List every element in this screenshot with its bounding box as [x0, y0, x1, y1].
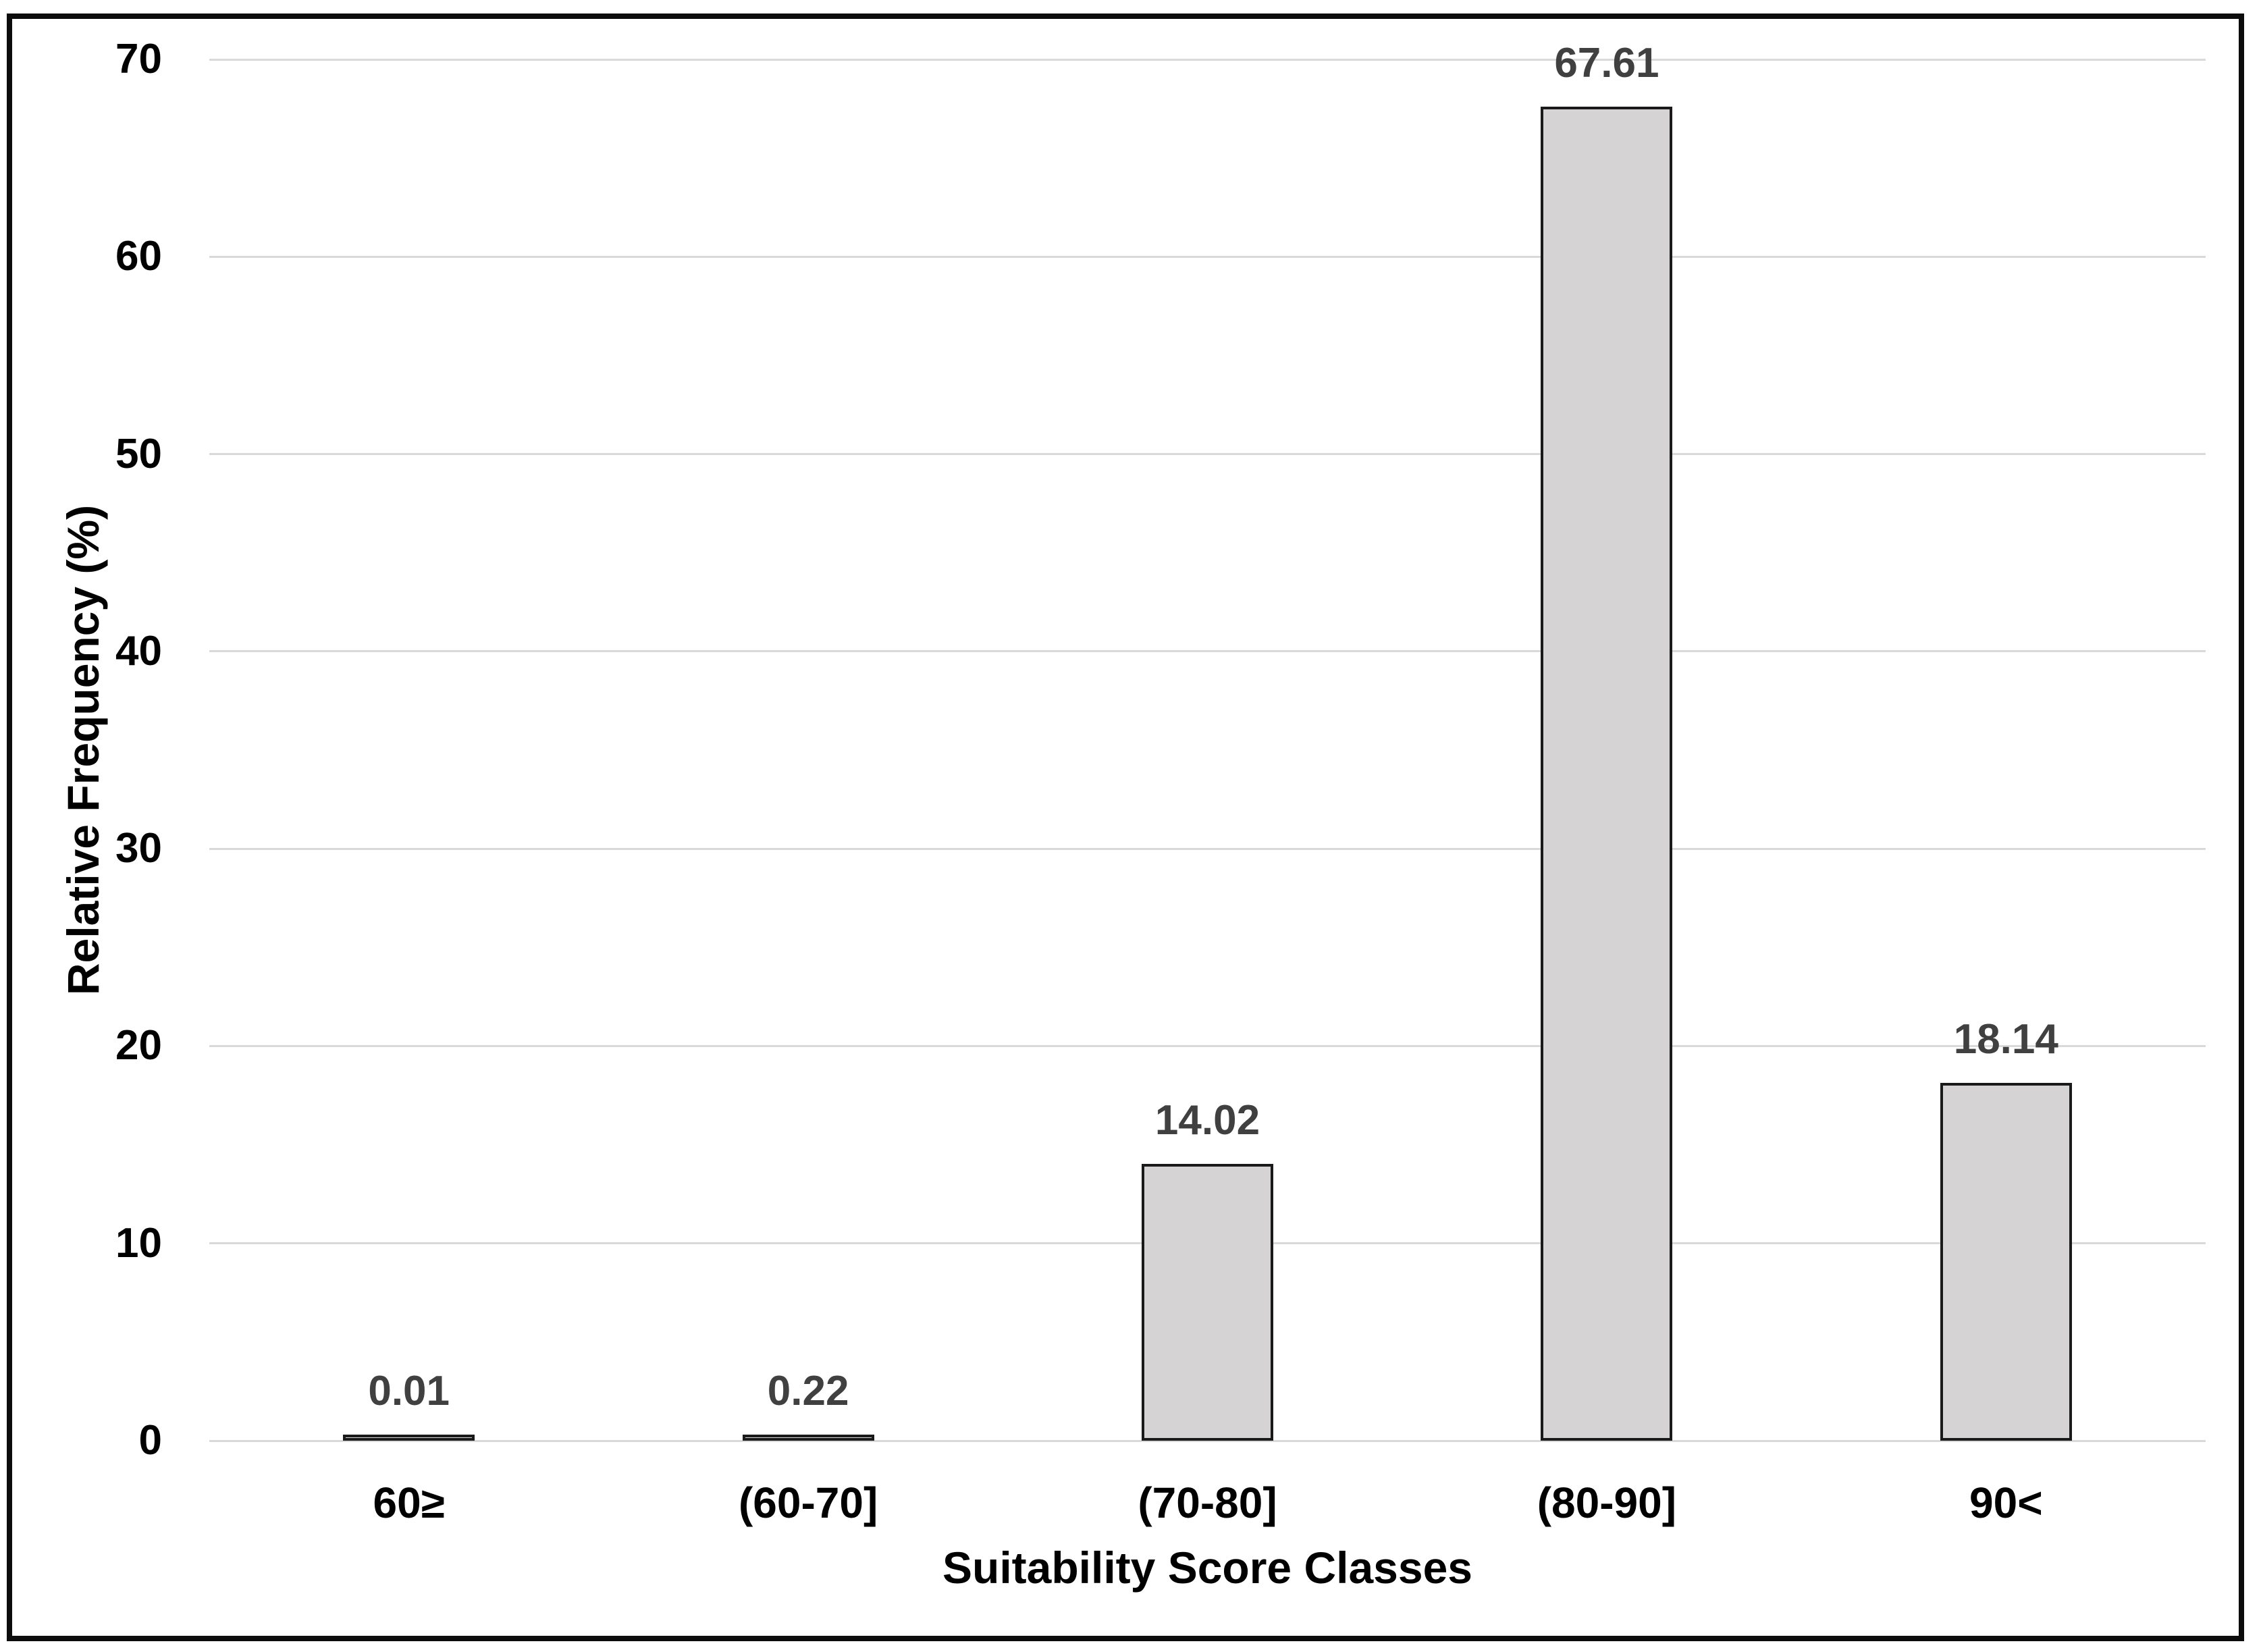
- x-axis-tick-label: (60-70]: [738, 1478, 878, 1527]
- bar: [1142, 1164, 1273, 1441]
- y-axis-tick-label: 70: [115, 36, 162, 82]
- y-axis-tick-label: 20: [115, 1022, 162, 1069]
- x-axis-tick-label: (80-90]: [1537, 1478, 1677, 1527]
- y-axis-tick-label: 10: [115, 1219, 162, 1267]
- y-axis-tick-label: 30: [115, 825, 162, 872]
- x-axis-line: [209, 1439, 2206, 1442]
- bar: [343, 1435, 475, 1441]
- bar: [1541, 106, 1673, 1441]
- x-axis-tick-label: 90<: [1969, 1478, 2043, 1527]
- bar: [1940, 1082, 2072, 1441]
- gridline: [209, 255, 2206, 258]
- chart-frame-border: [7, 14, 2244, 1641]
- gridline: [209, 650, 2206, 653]
- y-axis-tick-label: 40: [115, 627, 162, 674]
- x-axis-tick-label: 60≥: [373, 1478, 445, 1527]
- bar: [742, 1435, 874, 1441]
- bar-value-label: 0.22: [767, 1368, 849, 1414]
- plot-area: 0.01 0.22 14.02 67.61 18.14: [209, 40, 2206, 1442]
- y-axis-tick-label: 50: [115, 430, 162, 477]
- x-axis-title: Suitability Score Classes: [942, 1543, 1472, 1593]
- gridline: [209, 1044, 2206, 1047]
- gridline: [209, 847, 2206, 850]
- gridline: [209, 453, 2206, 456]
- bar-value-label: 0.01: [368, 1368, 450, 1414]
- bar-value-label: 67.61: [1554, 39, 1659, 86]
- y-axis-tick-label: 60: [115, 233, 162, 280]
- x-axis-tick-label: (70-80]: [1138, 1478, 1277, 1527]
- bar-value-label: 14.02: [1154, 1097, 1260, 1144]
- bar-value-label: 18.14: [1953, 1015, 2058, 1063]
- gridline: [209, 58, 2206, 61]
- y-axis-tick-label: 0: [138, 1417, 162, 1464]
